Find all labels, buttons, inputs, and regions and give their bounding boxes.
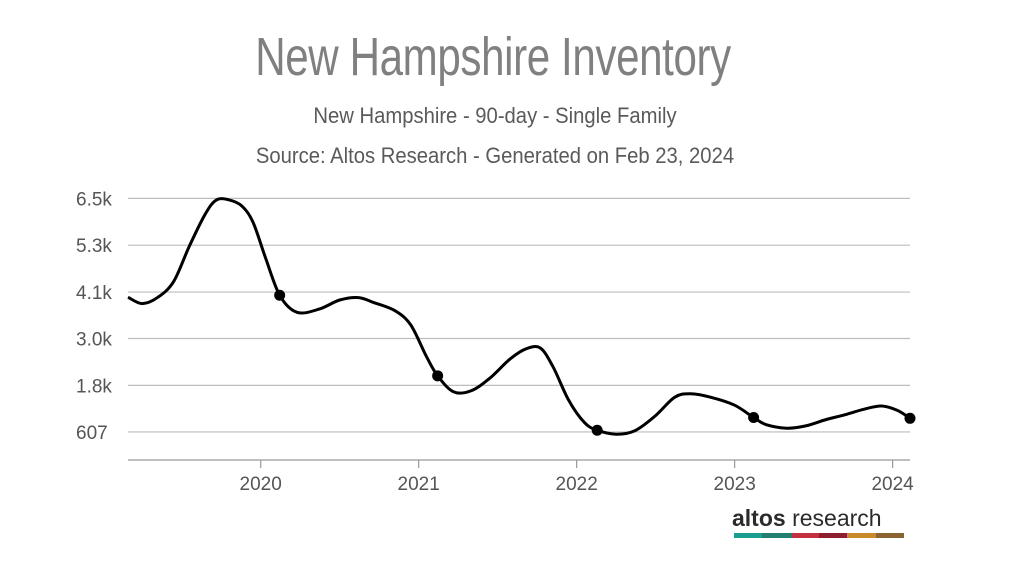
logo-word-research: research bbox=[792, 505, 882, 531]
logo-stripe-segment bbox=[762, 533, 791, 538]
y-tick-label: 607 bbox=[76, 423, 108, 444]
chart-source: Source: Altos Research - Generated on Fe… bbox=[255, 143, 735, 168]
data-point-marker bbox=[748, 412, 760, 424]
x-tick-label: 2023 bbox=[714, 474, 756, 495]
logo-stripe-segment bbox=[790, 533, 819, 538]
y-tick-label: 6.5k bbox=[76, 189, 112, 210]
y-tick-label: 4.1k bbox=[76, 283, 112, 304]
data-point-marker bbox=[904, 412, 916, 424]
altos-research-logo: altos research bbox=[732, 505, 904, 539]
chart-subtitle: New Hampshire - 90-day - Single Family bbox=[313, 103, 677, 128]
y-tick-label: 5.3k bbox=[76, 236, 112, 257]
x-tick-label: 2022 bbox=[556, 474, 598, 495]
x-tick-label: 2024 bbox=[871, 474, 914, 495]
x-tick-label: 2020 bbox=[240, 474, 282, 495]
series bbox=[127, 197, 916, 436]
logo-stripe-segment bbox=[875, 533, 904, 538]
y-tick-label: 1.8k bbox=[76, 376, 112, 397]
data-point-marker bbox=[432, 370, 444, 382]
x-tick-label: 2021 bbox=[398, 474, 440, 495]
logo-word-altos: altos bbox=[732, 505, 786, 531]
y-axis-ticks: 607 1.8k 3.0k 4.1k 5.3k 6.5k bbox=[76, 189, 112, 444]
logo-stripe-segment bbox=[847, 533, 876, 538]
x-axis-ticks: 2020 2021 2022 2023 2024 bbox=[240, 460, 914, 495]
data-point-marker bbox=[274, 289, 286, 301]
data-point-marker bbox=[591, 424, 603, 436]
chart-title: New Hampshire Inventory bbox=[255, 27, 731, 87]
logo-stripe-segment bbox=[734, 533, 763, 538]
logo-stripe-segment bbox=[818, 533, 848, 538]
grid-lines bbox=[128, 197, 910, 433]
y-tick-label: 3.0k bbox=[76, 330, 112, 351]
inventory-series-line bbox=[127, 197, 911, 436]
logo-color-stripe bbox=[734, 533, 904, 538]
logo-wordmark: altos research bbox=[732, 505, 882, 532]
